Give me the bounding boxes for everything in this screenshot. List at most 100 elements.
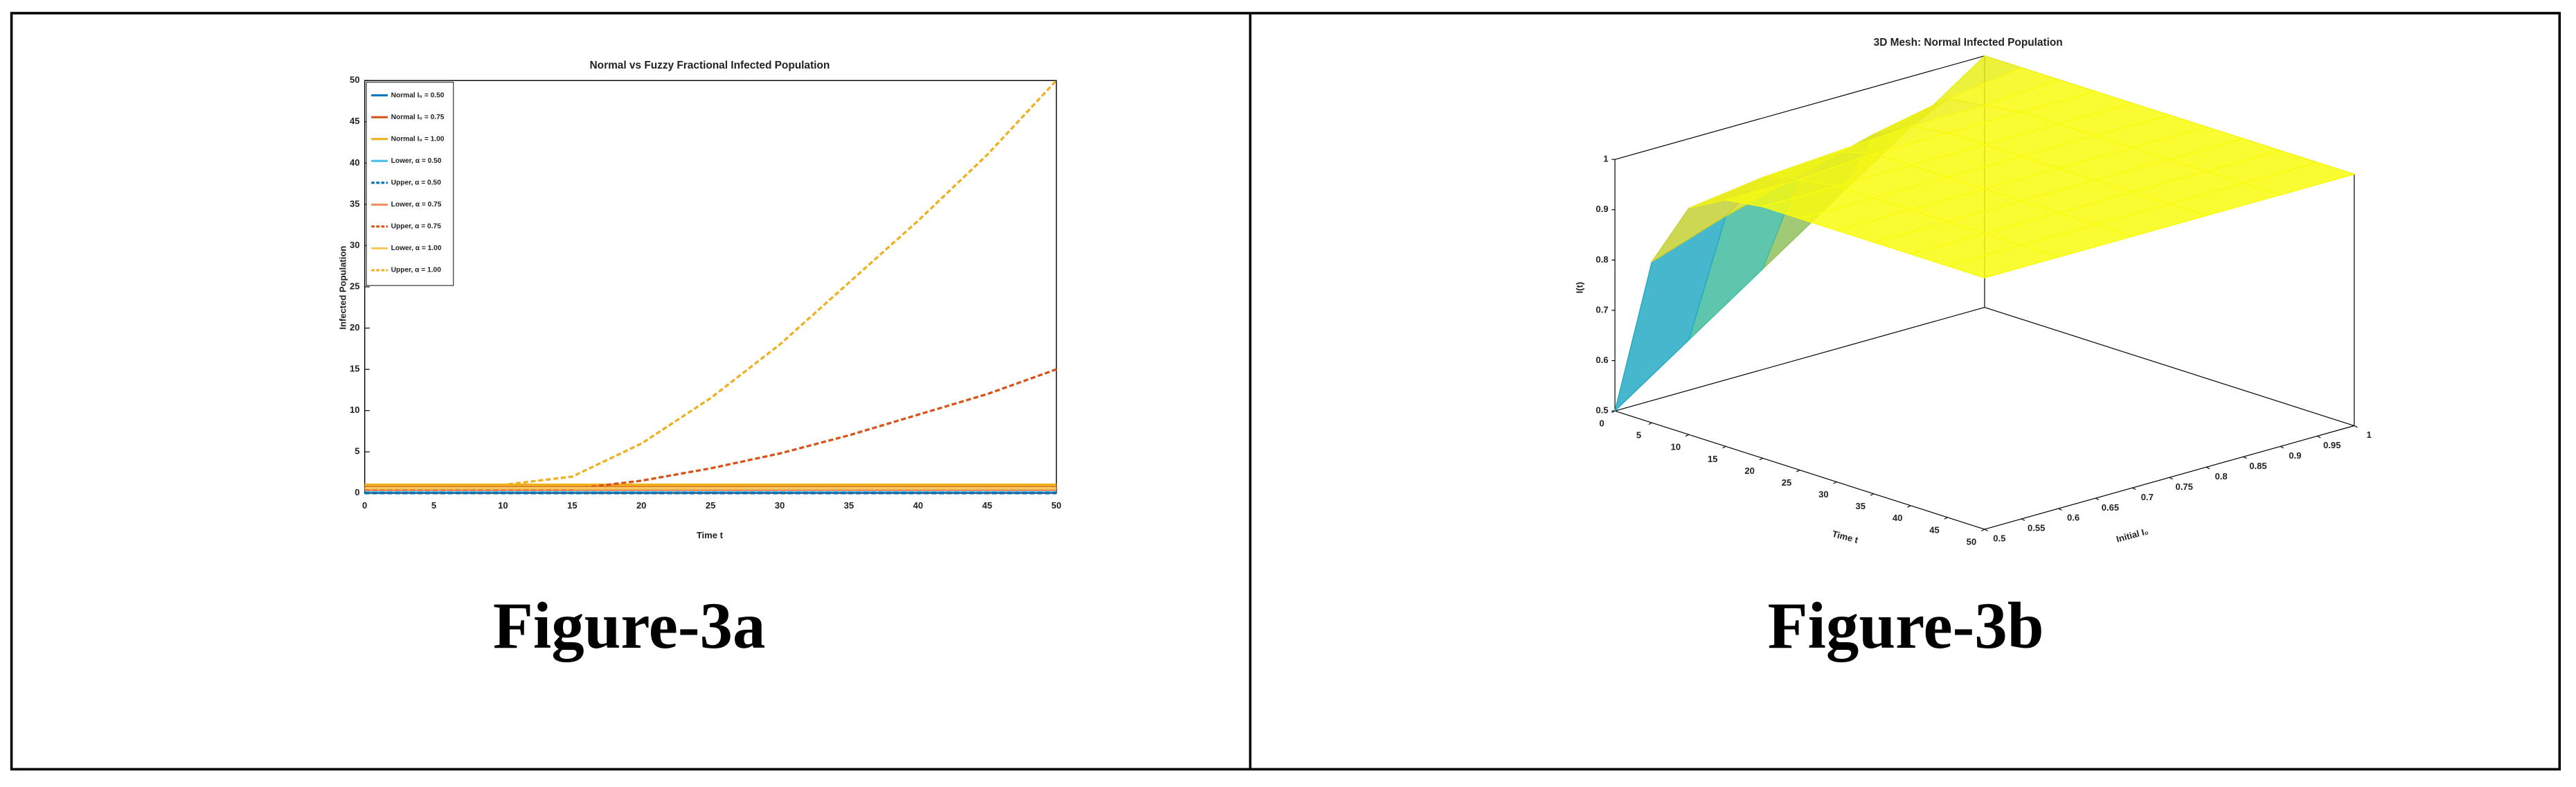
y-axis-label: Infected Population	[337, 246, 348, 330]
x-tick-label: 35	[1856, 501, 1866, 511]
z-tick-label: 0.8	[1596, 254, 1609, 265]
y-tick-label: 10	[350, 405, 359, 415]
y-tick	[2132, 487, 2136, 490]
x-tick-label: 5	[1636, 430, 1641, 441]
y-tick-label: 50	[350, 75, 359, 85]
x-tick	[1980, 529, 1985, 531]
y-tick-label: 40	[350, 157, 359, 168]
y-tick	[2354, 425, 2358, 428]
chart-title: 3D Mesh: Normal Infected Population	[1874, 37, 2063, 48]
x-tick-label: 15	[1708, 454, 1717, 464]
y-tick	[1984, 529, 1988, 531]
caption: Figure-3b	[1768, 589, 2044, 662]
legend-box	[366, 82, 454, 286]
x-tick-label: 15	[567, 500, 577, 511]
y-tick-label: 0.55	[2028, 523, 2045, 533]
y-tick	[2317, 435, 2321, 439]
x-tick-label: 20	[636, 500, 646, 511]
y-tick-label: 0.5	[1993, 533, 2005, 544]
x-tick	[1870, 493, 1875, 496]
y-tick-label: 30	[350, 240, 359, 250]
axis-line	[1984, 425, 2354, 530]
x-tick-label: 50	[1967, 536, 1976, 547]
x-tick	[1944, 517, 1948, 520]
x-tick-label: 5	[431, 500, 436, 511]
x-tick-label: 30	[775, 500, 785, 511]
y-tick-label: 25	[350, 281, 359, 291]
x-tick-label: 45	[1929, 524, 1939, 535]
x-tick	[1907, 505, 1911, 508]
y-tick-label: 0.65	[2102, 502, 2119, 513]
legend-label: Lower, α = 0.50	[391, 157, 442, 165]
x-tick-label: 45	[982, 500, 992, 511]
x-tick	[1833, 481, 1837, 484]
x-tick-label: 10	[498, 500, 508, 511]
y-tick	[2243, 456, 2247, 459]
z-tick-label: 0.7	[1596, 304, 1609, 315]
frame	[10, 12, 2561, 771]
box-edge	[1984, 307, 2354, 427]
axis-line	[1614, 410, 1985, 530]
x-tick-label: 50	[1051, 500, 1061, 511]
y-tick-label: 45	[350, 116, 359, 126]
z-axis-label: I(t)	[1575, 282, 1585, 294]
y-tick-label: 0.75	[2175, 481, 2192, 492]
x-tick	[1722, 445, 1726, 449]
y-tick-label: 15	[350, 364, 359, 374]
x-tick-label: 0	[1600, 418, 1604, 429]
x-tick	[1685, 434, 1690, 437]
y-tick-label: 0	[355, 487, 359, 497]
y-tick-label: 0.95	[2323, 440, 2341, 450]
chart-title: Normal vs Fuzzy Fractional Infected Popu…	[590, 60, 830, 71]
caption: Figure-3a	[493, 589, 766, 662]
x-tick	[1796, 470, 1800, 472]
y-tick-label: 0.85	[2249, 461, 2266, 471]
y-tick	[2058, 508, 2062, 511]
legend-label: Normal I₀ = 0.50	[391, 91, 445, 99]
x-tick	[1648, 422, 1652, 425]
box-edge	[1614, 55, 1985, 160]
x-axis-label: Time t	[1831, 529, 1859, 546]
y-tick	[2280, 445, 2284, 449]
z-tick-label: 0.6	[1596, 355, 1609, 365]
y-tick-label: 35	[350, 198, 359, 209]
x-tick-label: 0	[362, 500, 367, 511]
x-tick	[1759, 457, 1763, 461]
series-line	[364, 80, 1057, 486]
x-tick-label: 35	[844, 500, 854, 511]
y-tick-label: 0.7	[2141, 492, 2154, 502]
y-tick-label: 20	[350, 322, 359, 333]
x-tick-label: 25	[1782, 477, 1791, 488]
x-tick-label: 30	[1818, 489, 1828, 499]
x-tick-label: 40	[913, 500, 922, 511]
z-tick-label: 0.9	[1596, 204, 1609, 214]
y-tick-label: 0.6	[2067, 513, 2079, 523]
legend-label: Lower, α = 1.00	[391, 245, 442, 252]
y-tick-label: 0.8	[2215, 471, 2227, 481]
legend-label: Upper, α = 1.00	[391, 267, 442, 274]
legend-label: Normal I₀ = 0.75	[391, 114, 445, 121]
y-axis-label: Initial I₀	[2115, 526, 2149, 545]
y-tick	[2206, 466, 2210, 470]
y-tick-label: 0.9	[2289, 450, 2301, 461]
x-tick-label: 25	[706, 500, 715, 511]
legend-label: Normal I₀ = 1.00	[391, 135, 445, 143]
x-tick-label: 20	[1744, 466, 1754, 476]
x-tick-label: 40	[1893, 513, 1902, 523]
plot-area	[364, 80, 1057, 494]
y-tick	[2021, 518, 2025, 521]
z-tick-label: 1	[1603, 154, 1608, 164]
z-tick-label: 0.5	[1596, 405, 1609, 416]
y-tick	[2169, 477, 2173, 480]
legend-label: Upper, α = 0.50	[391, 179, 442, 187]
y-tick-label: 1	[2366, 430, 2371, 440]
y-tick	[2095, 497, 2100, 501]
legend-label: Lower, α = 0.75	[391, 201, 442, 209]
mesh-cell	[1946, 245, 2061, 278]
y-tick-label: 5	[355, 446, 359, 457]
x-tick-label: 10	[1671, 442, 1681, 452]
x-axis-label: Time t	[697, 530, 724, 540]
legend-label: Upper, α = 0.75	[391, 223, 442, 231]
box-edge	[1614, 307, 1985, 412]
